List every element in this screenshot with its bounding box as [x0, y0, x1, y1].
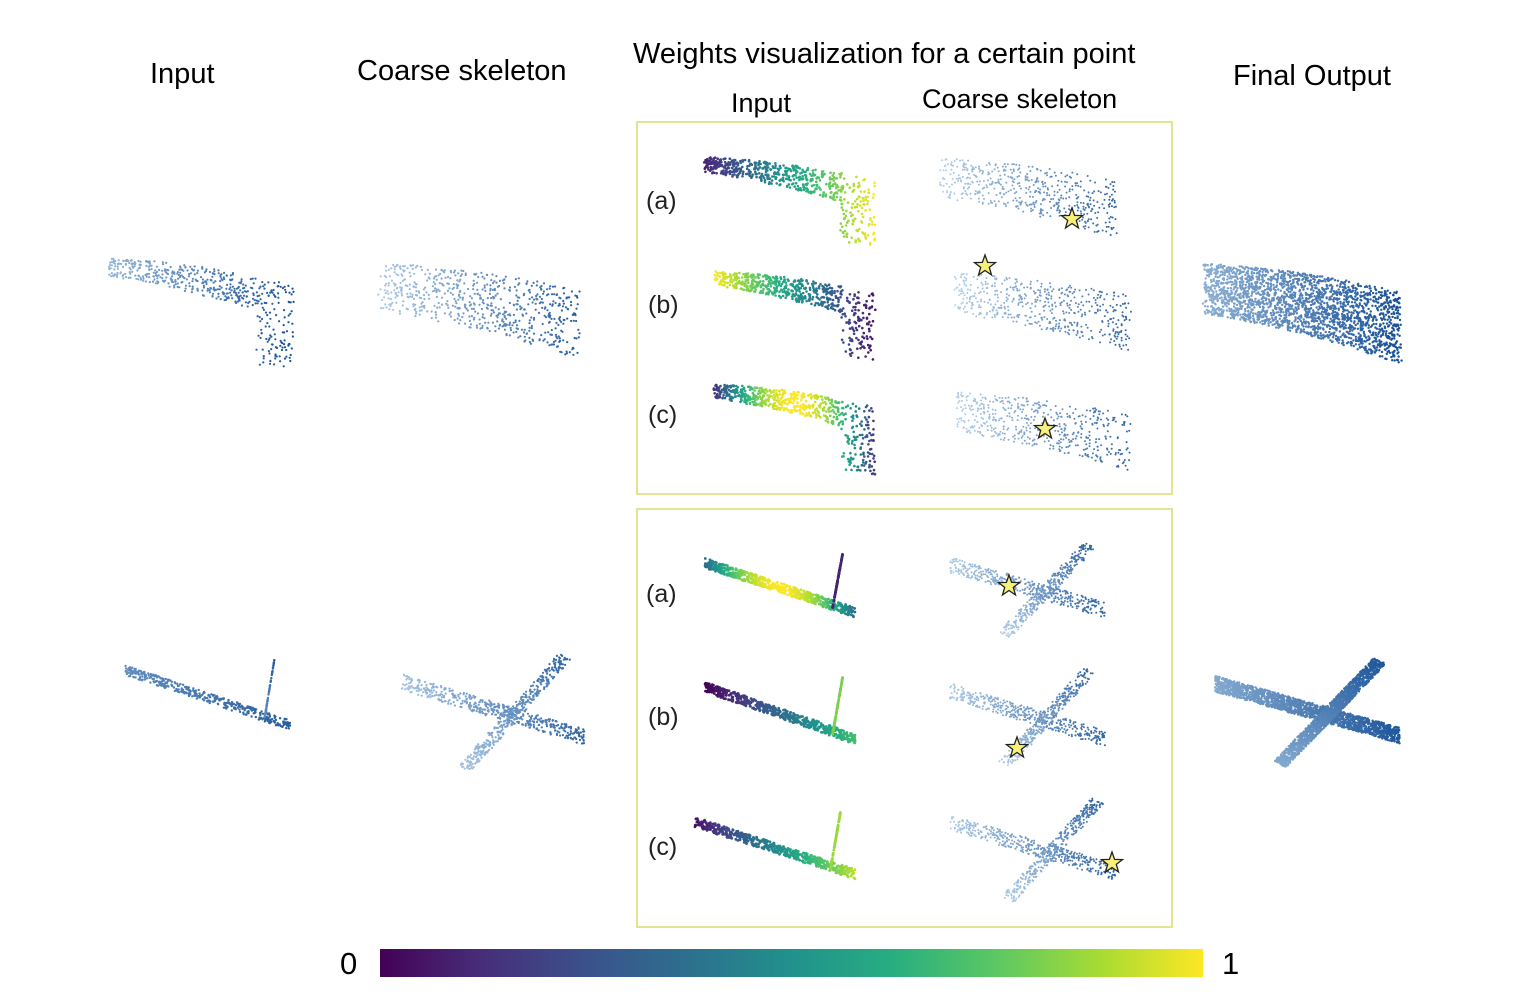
plane-coarse-skeleton-pointcloud	[400, 653, 586, 771]
car-c-coarse-weights	[955, 391, 1132, 471]
car-input-pointcloud	[107, 257, 295, 368]
car-b-coarse-weights	[953, 253, 1132, 351]
colorbar-min-label: 0	[340, 946, 358, 981]
colorbar-max-label: 1	[1222, 946, 1240, 981]
plane-row-label-a: (a)	[646, 580, 677, 608]
plane-row-label-b: (b)	[648, 703, 679, 731]
plane-weights-panel	[636, 508, 1173, 928]
plane-input-pointcloud	[124, 659, 292, 730]
car-final-output-pointcloud	[1201, 263, 1403, 364]
car-row-label-c: (c)	[648, 401, 678, 429]
car-b-input-weights	[713, 270, 877, 361]
car-row-label-a: (a)	[646, 187, 677, 215]
subheader-coarse-skeleton: Coarse skeleton	[922, 84, 1118, 114]
plane-c-coarse-weights	[949, 797, 1125, 903]
plane-row-label-c: (c)	[648, 833, 678, 861]
car-row-label-b: (b)	[648, 291, 679, 319]
plane-c-input-weights	[693, 811, 857, 881]
header-input: Input	[150, 58, 215, 90]
car-a-input-weights	[702, 156, 877, 246]
plane-final-output-pointcloud	[1214, 657, 1401, 768]
car-weights-panel	[636, 121, 1173, 495]
header-coarse-skeleton: Coarse skeleton	[357, 55, 567, 87]
car-coarse-skeleton-pointcloud	[377, 263, 581, 356]
viridis-colorbar	[380, 949, 1203, 977]
car-c-input-weights	[712, 383, 877, 476]
plane-a-coarse-weights	[949, 542, 1106, 638]
plane-a-input-weights	[703, 553, 857, 619]
car-a-coarse-weights	[939, 158, 1118, 236]
plane-b-input-weights	[703, 676, 857, 745]
header-weights-visualization: Weights visualization for a certain poin…	[633, 38, 1136, 70]
header-final-output: Final Output	[1233, 60, 1391, 92]
plane-b-coarse-weights	[949, 668, 1106, 767]
subheader-input: Input	[731, 88, 792, 118]
